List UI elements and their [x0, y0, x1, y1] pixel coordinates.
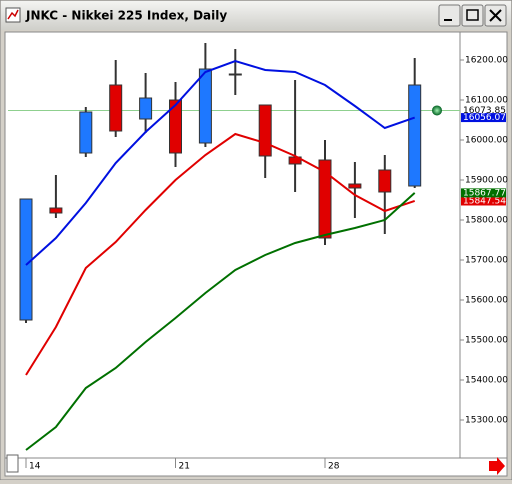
y-tick-label: 15600.00 [465, 296, 508, 306]
price-tag [461, 113, 506, 123]
candle-body [228, 73, 242, 76]
candle-body [198, 68, 212, 144]
y-tick-label: 16100.00 [465, 96, 508, 106]
y-tick-label: 15500.00 [465, 336, 508, 346]
scroll-arrow[interactable] [489, 457, 505, 475]
chart-area [4, 31, 508, 477]
candle-body [109, 84, 123, 132]
chart-title: JNKC - Nikkei 225 Index, Daily [25, 9, 227, 23]
price-tag-label: 15867.77 [463, 188, 506, 198]
moving-average [25, 132, 416, 376]
window-buttons[interactable] [438, 4, 507, 27]
y-tick-label: 15400.00 [465, 376, 508, 386]
candle-body [139, 97, 153, 120]
price-tag [461, 196, 506, 206]
y-tick-label: 15300.00 [465, 416, 508, 426]
y-tick-label: 16200.00 [465, 56, 508, 66]
price-marker [432, 105, 442, 116]
candle-body [169, 99, 182, 154]
moving-average [25, 192, 416, 451]
maximize-icon [466, 9, 479, 21]
window-icon-graph [7, 9, 19, 20]
price-tag [461, 105, 506, 115]
price-tag-label: 16056.07 [463, 113, 506, 123]
x-tick-label: 28 [328, 462, 340, 472]
x-tick-label: 21 [179, 462, 190, 472]
close-icon [489, 9, 502, 22]
price-tag [461, 188, 506, 198]
price-tag-label: 16073.85 [463, 106, 506, 116]
y-tick-label: 15700.00 [465, 256, 508, 266]
y-tick-label: 15900.00 [465, 176, 508, 186]
candle-body [19, 198, 33, 321]
candle-body [408, 84, 422, 187]
price-tag-label: 15847.54 [463, 196, 506, 206]
scroll-box[interactable] [6, 454, 19, 473]
y-tick-label: 15800.00 [465, 216, 508, 226]
y-tick-label: 16000.00 [465, 136, 508, 146]
candle-body [378, 169, 392, 193]
candle-body [49, 207, 63, 214]
x-tick-label: 14 [29, 462, 41, 472]
moving-average [25, 59, 416, 266]
candle-body [318, 159, 332, 239]
candle-body [348, 183, 362, 189]
candle-body [79, 111, 93, 154]
minimize-button[interactable] [438, 4, 461, 27]
title-bar [1, 1, 511, 30]
candle-body [258, 104, 272, 157]
maximize-button[interactable] [461, 4, 484, 27]
